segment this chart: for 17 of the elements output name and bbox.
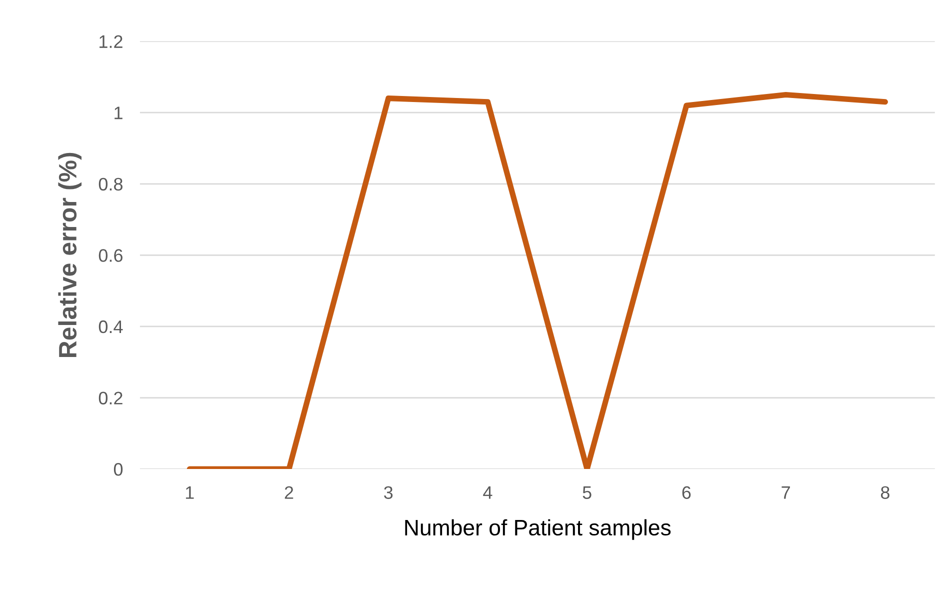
x-tick-label: 5 [582,486,592,499]
x-tick-label: 3 [384,486,393,499]
y-axis-title: Relative error (%) [58,152,82,358]
x-tick-label: 2 [284,486,294,499]
y-tick-label: 0.2 [98,392,122,404]
y-tick-label: 1 [114,106,122,120]
y-tick-label: 0 [114,462,123,476]
y-tick-label: 1.2 [100,35,122,48]
x-axis-title: Number of Patient samples [405,519,671,540]
x-tick-label: 4 [483,486,492,499]
x-tick-label: 7 [782,486,790,499]
y-tick-label: 0.4 [98,320,123,334]
y-tick-label: 0.8 [98,178,122,191]
x-tick-label: 1 [186,486,194,499]
x-tick-label: 6 [682,486,691,499]
x-tick-label: 8 [880,486,890,499]
y-tick-label: 0.6 [98,249,122,262]
